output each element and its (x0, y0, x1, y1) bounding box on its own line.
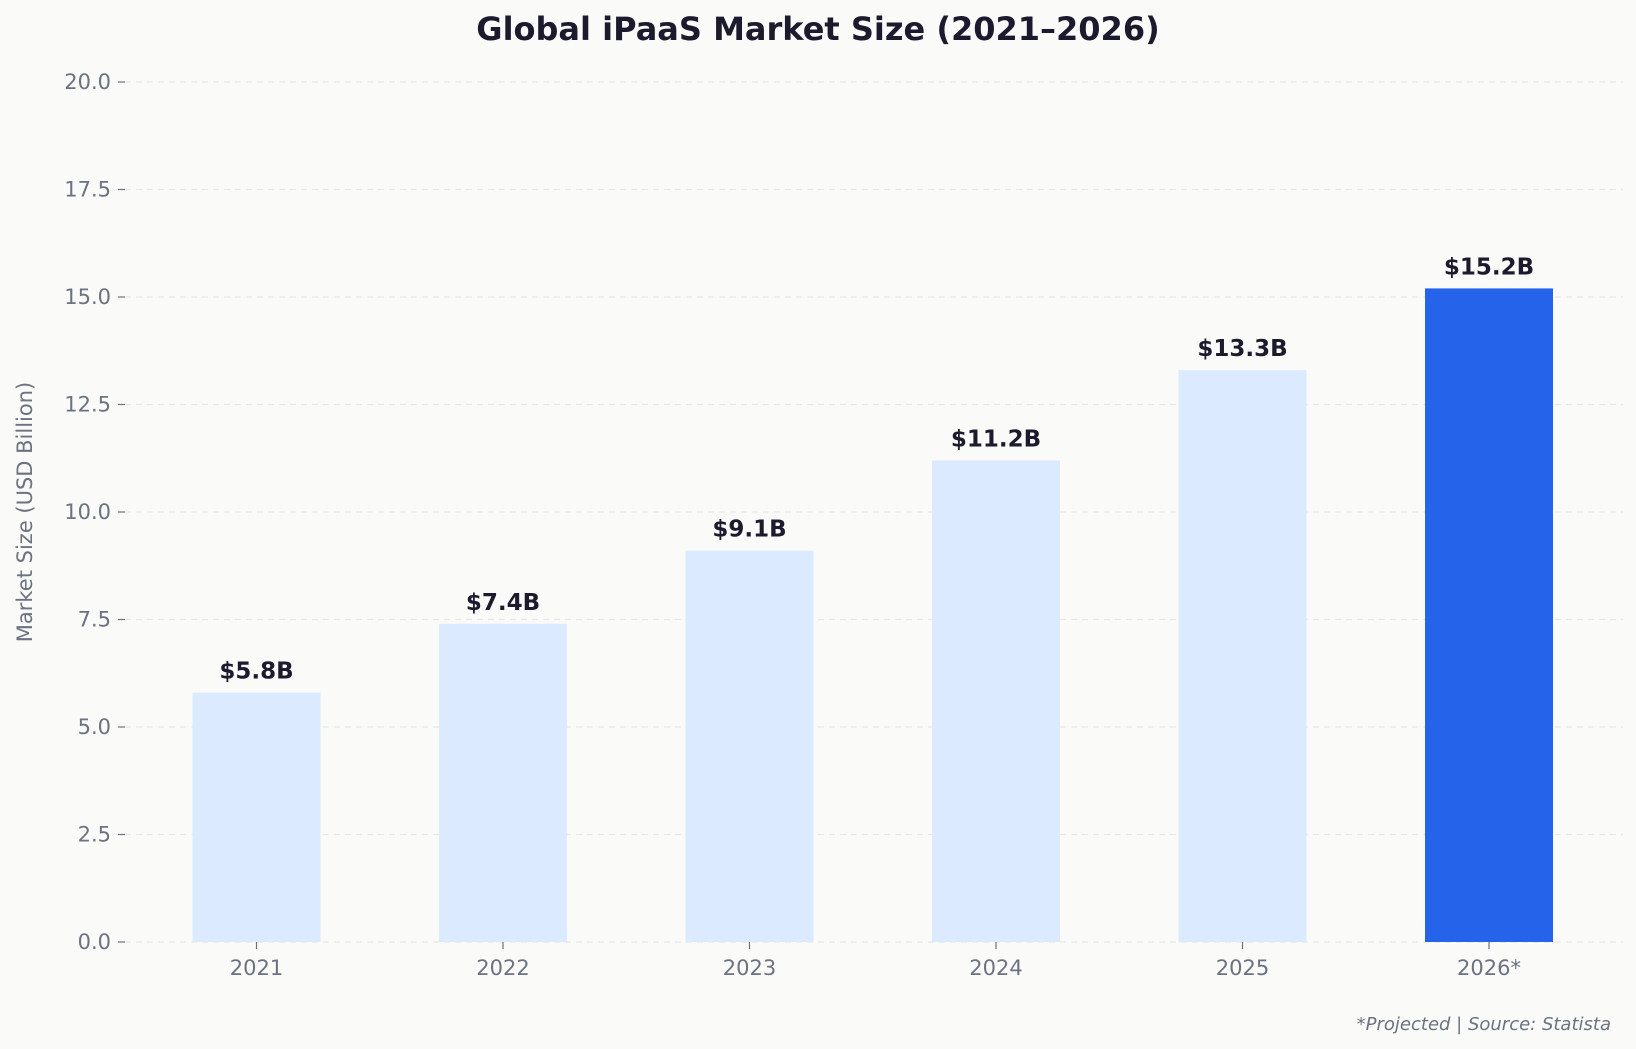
x-axis-ticks: 2021 2022 2023 2024 2025 2026* (230, 942, 1521, 980)
x-tick-label: 2025 (1216, 956, 1269, 980)
chart-title: Global iPaaS Market Size (2021–2026) (476, 10, 1159, 48)
y-tick-label: 5.0 (78, 715, 111, 739)
y-axis-label: Market Size (USD Billion) (13, 382, 37, 642)
bar-2022 (439, 623, 567, 942)
bar-2021 (192, 692, 321, 942)
gridlines (125, 81, 1623, 943)
data-labels: $5.8B $7.4B $9.1B $11.2B $13.3B $15.2B (219, 254, 1534, 684)
x-tick-label: 2023 (723, 956, 776, 980)
bar-2025 (1178, 370, 1307, 943)
y-tick-label: 2.5 (78, 823, 111, 847)
data-label: $5.8B (219, 659, 293, 685)
y-tick-label: 12.5 (64, 393, 111, 417)
data-label: $11.2B (951, 426, 1041, 452)
data-label: $7.4B (466, 590, 540, 616)
y-tick-label: 7.5 (78, 608, 111, 632)
y-tick-label: 15.0 (64, 285, 111, 309)
data-label: $9.1B (712, 517, 786, 543)
x-tick-label: 2024 (969, 956, 1022, 980)
x-tick-label: 2022 (476, 956, 529, 980)
data-label: $15.2B (1444, 254, 1534, 280)
bars (192, 288, 1553, 943)
x-tick-label: 2021 (230, 956, 283, 980)
data-label: $13.3B (1197, 336, 1287, 362)
bar-2026 (1425, 288, 1553, 942)
bar-2024 (932, 460, 1060, 942)
y-tick-label: 0.0 (78, 930, 111, 954)
y-tick-label: 17.5 (64, 178, 111, 202)
y-tick-label: 10.0 (64, 500, 111, 524)
bar-2023 (685, 550, 814, 942)
y-axis-ticks: 0.0 2.5 5.0 7.5 10.0 12.5 15.0 17.5 20.0 (64, 70, 125, 954)
y-tick-label: 20.0 (64, 70, 111, 94)
footnote: *Projected | Source: Statista (1357, 1014, 1611, 1035)
x-tick-label: 2026* (1457, 956, 1521, 980)
